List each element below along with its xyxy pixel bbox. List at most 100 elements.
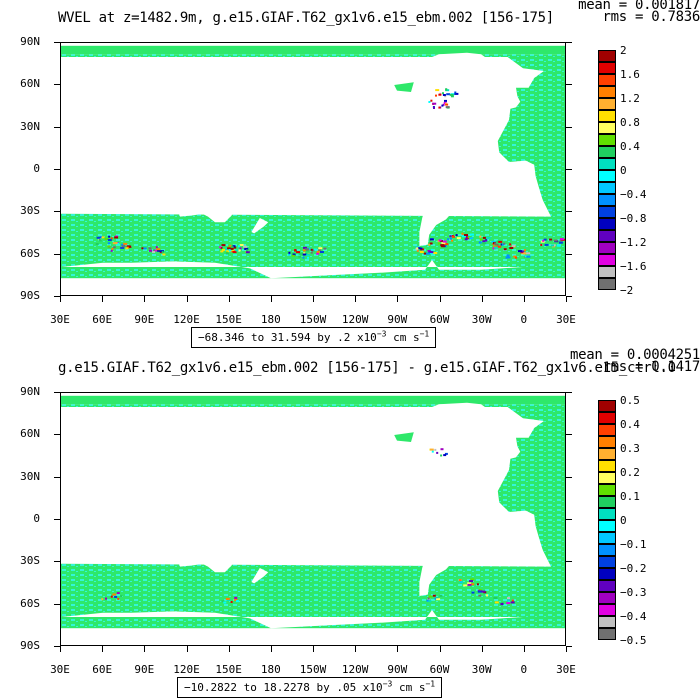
- colorbar-label: −0.4: [620, 188, 647, 201]
- velocity-anomaly: [478, 589, 482, 591]
- velocity-anomaly: [230, 247, 234, 250]
- velocity-anomaly: [558, 241, 563, 244]
- colorbar-swatch: [598, 604, 616, 616]
- velocity-anomaly: [426, 599, 430, 602]
- velocity-anomaly: [467, 583, 472, 586]
- velocity-anomaly: [442, 240, 447, 243]
- colorbar-swatch: [598, 484, 616, 496]
- velocity-anomaly: [520, 250, 524, 253]
- colorbar-swatch: [598, 616, 616, 628]
- velocity-anomaly: [436, 451, 439, 454]
- velocity-anomaly: [498, 240, 503, 243]
- indonesia-land: [152, 512, 187, 532]
- lon-tick: [439, 296, 441, 302]
- velocity-anomaly: [511, 599, 514, 602]
- lon-tick: [144, 646, 146, 652]
- velocity-anomaly: [417, 247, 421, 250]
- lat-tick: [566, 211, 572, 213]
- velocity-anomaly: [227, 247, 231, 250]
- velocity-anomaly: [423, 252, 427, 255]
- velocity-anomaly: [482, 236, 486, 239]
- colorbar-label: 0.5: [620, 394, 640, 407]
- lon-tick-label: 150E: [215, 663, 242, 676]
- colorbar-swatch: [598, 146, 616, 158]
- velocity-anomaly: [436, 598, 441, 601]
- velocity-anomaly: [420, 247, 423, 250]
- velocity-anomaly: [437, 242, 440, 245]
- colorbar-swatch: [598, 568, 616, 580]
- colorbar-swatch: [598, 122, 616, 134]
- velocity-anomaly: [96, 236, 101, 239]
- lat-tick: [566, 476, 572, 478]
- velocity-anomaly: [220, 246, 223, 249]
- colorbar-label: −0.5: [620, 634, 647, 647]
- velocity-anomaly: [450, 95, 454, 98]
- velocity-anomaly: [220, 250, 224, 253]
- velocity-anomaly: [298, 252, 303, 255]
- lon-tick: [523, 296, 525, 302]
- velocity-anomaly: [438, 106, 441, 109]
- contour-range-box: −68.346 to 31.594 by .2 x10−3 cm s−1: [191, 327, 437, 348]
- velocity-anomaly: [433, 107, 435, 109]
- velocity-anomaly: [507, 597, 510, 600]
- velocity-anomaly: [430, 248, 433, 251]
- lat-tick: [566, 42, 572, 43]
- colorbar-swatch: [598, 592, 616, 604]
- velocity-anomaly: [112, 242, 117, 245]
- lon-tick: [270, 646, 272, 652]
- velocity-anomaly: [223, 601, 227, 604]
- velocity-anomaly: [226, 250, 230, 253]
- velocity-anomaly: [471, 591, 475, 594]
- lon-tick-label: 60E: [92, 663, 113, 676]
- colorbar-label: 0.4: [620, 140, 640, 153]
- lon-tick: [397, 646, 399, 652]
- rms-stat: rms = 0.1417: [602, 359, 700, 375]
- lon-tick-label: 120W: [341, 313, 369, 326]
- velocity-anomaly: [243, 245, 248, 248]
- velocity-anomaly: [120, 246, 125, 249]
- lat-tick-label: 90S: [20, 289, 40, 302]
- colorbar-swatch: [598, 170, 616, 182]
- velocity-anomaly: [549, 238, 553, 241]
- velocity-anomaly: [464, 238, 468, 241]
- velocity-anomaly: [98, 239, 102, 242]
- velocity-anomaly: [435, 89, 440, 92]
- velocity-anomaly: [476, 583, 479, 586]
- ocean-map: [61, 393, 565, 645]
- velocity-anomaly: [141, 247, 144, 250]
- velocity-anomaly: [430, 99, 433, 102]
- colorbar-swatch: [598, 74, 616, 86]
- velocity-anomaly: [450, 237, 452, 240]
- hudson-bay: [394, 82, 414, 92]
- lat-tick-label: 60N: [20, 77, 40, 91]
- velocity-anomaly: [310, 251, 313, 254]
- velocity-anomaly: [239, 244, 244, 246]
- velocity-anomaly: [298, 255, 302, 258]
- velocity-anomaly: [494, 246, 498, 249]
- colorbar-label: −1.6: [620, 260, 647, 273]
- lat-tick: [54, 169, 60, 170]
- lon-tick: [186, 296, 188, 302]
- velocity-anomaly: [494, 601, 499, 604]
- velocity-anomaly: [458, 579, 462, 582]
- velocity-anomaly: [501, 243, 504, 246]
- velocity-anomaly: [230, 601, 233, 603]
- velocity-anomaly: [318, 247, 323, 250]
- lon-tick-label: 150E: [215, 313, 242, 326]
- velocity-anomaly: [95, 243, 99, 245]
- velocity-anomaly: [305, 249, 309, 252]
- north-america-land: [287, 52, 495, 158]
- velocity-anomaly: [316, 250, 320, 253]
- range-units: cm s: [392, 681, 426, 694]
- velocity-anomaly: [510, 601, 515, 604]
- velocity-anomaly: [462, 235, 466, 238]
- lon-tick-label: 180: [260, 313, 281, 326]
- lat-tick: [566, 169, 572, 170]
- velocity-anomaly: [441, 242, 446, 244]
- lon-tick: [60, 296, 61, 302]
- velocity-anomaly: [107, 245, 111, 248]
- colorbar-label: 0: [620, 164, 627, 177]
- lat-tick-label: 90S: [20, 639, 40, 652]
- lon-tick-label: 30W: [471, 313, 492, 326]
- velocity-anomaly: [416, 249, 419, 252]
